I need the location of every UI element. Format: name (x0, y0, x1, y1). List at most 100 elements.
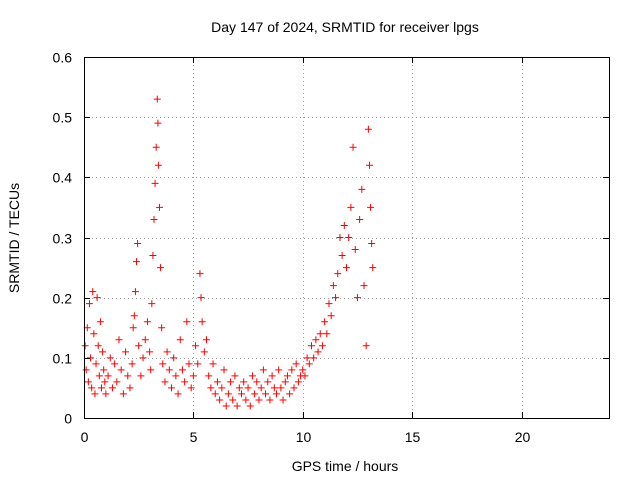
data-point (321, 318, 329, 326)
y-tick-label: 0 (64, 411, 72, 427)
data-point (96, 318, 104, 326)
data-point (367, 203, 375, 211)
data-point (266, 396, 274, 404)
data-point (128, 360, 136, 368)
data-point (115, 336, 123, 344)
data-point (220, 366, 228, 374)
data-point (358, 185, 366, 193)
data-point (207, 384, 215, 392)
data-point (316, 330, 324, 338)
x-tick-label: 5 (190, 429, 198, 445)
data-point (364, 125, 372, 133)
data-point (242, 396, 250, 404)
data-point (281, 378, 289, 386)
data-point (277, 384, 285, 392)
data-point (93, 294, 101, 302)
data-point (98, 384, 105, 392)
data-point (275, 366, 283, 374)
data-point (301, 372, 309, 380)
data-point (187, 384, 195, 392)
data-point (205, 372, 213, 380)
data-point (338, 252, 346, 260)
data-point (262, 390, 270, 398)
data-point (270, 384, 278, 392)
data-point (227, 378, 235, 386)
data-point (148, 300, 156, 308)
data-point (253, 378, 261, 386)
data-point (362, 342, 370, 350)
data-point (353, 294, 361, 302)
y-tick-label: 0.6 (53, 50, 73, 66)
data-point (194, 360, 202, 368)
data-point (273, 390, 280, 398)
data-point (351, 246, 359, 254)
chart-title: Day 147 of 2024, SRMTID for receiver lpg… (211, 19, 479, 35)
data-point (139, 354, 147, 362)
data-point (130, 312, 138, 320)
data-point (172, 372, 180, 380)
y-tick-label: 0.5 (53, 110, 73, 126)
data-point (356, 215, 364, 223)
data-point (349, 143, 357, 151)
y-tick-label: 0.4 (53, 170, 73, 186)
data-point (209, 360, 217, 368)
data-point (94, 342, 102, 350)
data-point (251, 390, 259, 398)
data-point (113, 378, 121, 386)
data-point (92, 360, 100, 368)
data-point (231, 372, 239, 380)
data-point (305, 360, 313, 368)
data-point (332, 294, 340, 302)
data-point (135, 342, 143, 350)
data-point (154, 119, 162, 127)
data-point (90, 330, 98, 338)
data-point (286, 390, 294, 398)
data-point (248, 372, 256, 380)
data-point (87, 354, 95, 362)
data-point (119, 390, 127, 398)
data-point (122, 348, 130, 356)
data-point (240, 378, 248, 386)
data-point (117, 366, 125, 374)
data-point (327, 312, 335, 320)
data-point (310, 354, 318, 362)
data-point (244, 384, 252, 392)
data-point (303, 354, 311, 362)
data-point (259, 366, 267, 374)
data-point (198, 318, 206, 326)
data-point (368, 240, 376, 248)
axis-ticks: 0 5 10 15 20 0 0.1 0.2 0.3 0.4 0.5 0.6 (53, 50, 609, 445)
x-tick-label: 10 (296, 429, 312, 445)
data-point (147, 366, 155, 374)
data-point (224, 390, 232, 398)
data-point (84, 378, 92, 386)
data-point (134, 240, 142, 248)
data-point (100, 366, 108, 374)
data-point (146, 348, 154, 356)
data-point (290, 384, 298, 392)
data-point (154, 161, 162, 169)
data-point (81, 342, 89, 350)
data-point (264, 378, 272, 386)
data-point (325, 300, 333, 308)
data-point (89, 288, 97, 296)
data-point (336, 234, 344, 241)
data-point (318, 342, 326, 350)
data-point (235, 384, 243, 392)
data-point (340, 221, 348, 229)
data-point (312, 336, 320, 344)
data-point (268, 372, 276, 380)
data-point (238, 390, 245, 398)
data-point (189, 372, 197, 380)
data-point (183, 318, 191, 326)
data-point (347, 203, 355, 211)
data-point (155, 203, 163, 211)
data-point (124, 372, 132, 380)
data-point (168, 384, 175, 392)
data-point (233, 402, 241, 410)
y-tick-label: 0.2 (53, 291, 73, 307)
data-point (197, 294, 205, 302)
data-point (222, 402, 230, 410)
data-point (129, 324, 137, 332)
